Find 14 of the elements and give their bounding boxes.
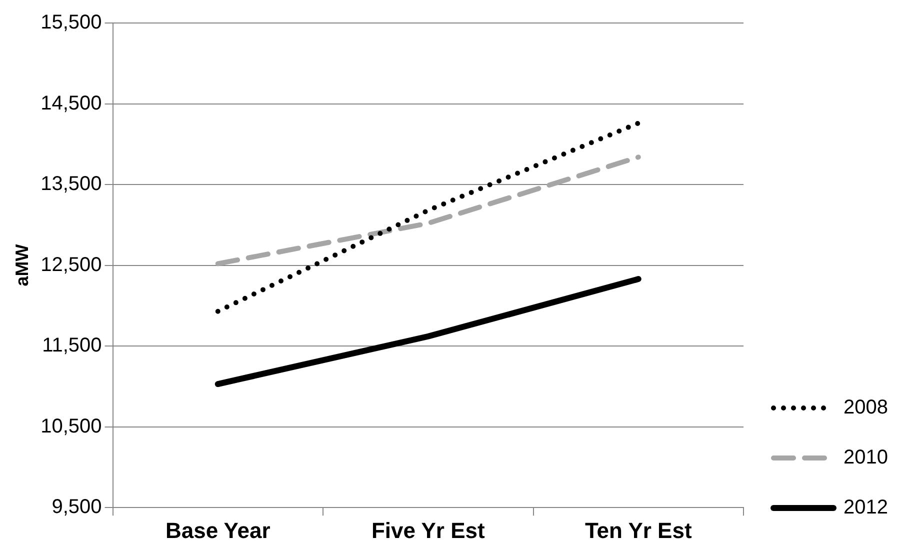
legend-label: 2012 [844, 496, 888, 519]
x-tick-label: Ten Yr Est [584, 518, 692, 543]
y-tick-label: 11,500 [42, 334, 102, 357]
y-tick-label: 9,500 [52, 496, 102, 518]
legend-label: 2010 [844, 446, 888, 469]
y-tick-label: 10,500 [40, 415, 102, 438]
y-tick-label: 12,500 [40, 254, 102, 276]
x-tick-label: Five Yr Est [371, 518, 486, 543]
y-tick-label: 14,500 [40, 92, 102, 114]
x-tick-label: Base Year [165, 518, 271, 543]
y-axis-title: aMW [12, 244, 32, 286]
legend-label: 2008 [844, 396, 888, 419]
y-tick-label: 13,500 [40, 173, 102, 196]
y-tick-label: 15,500 [40, 12, 102, 34]
